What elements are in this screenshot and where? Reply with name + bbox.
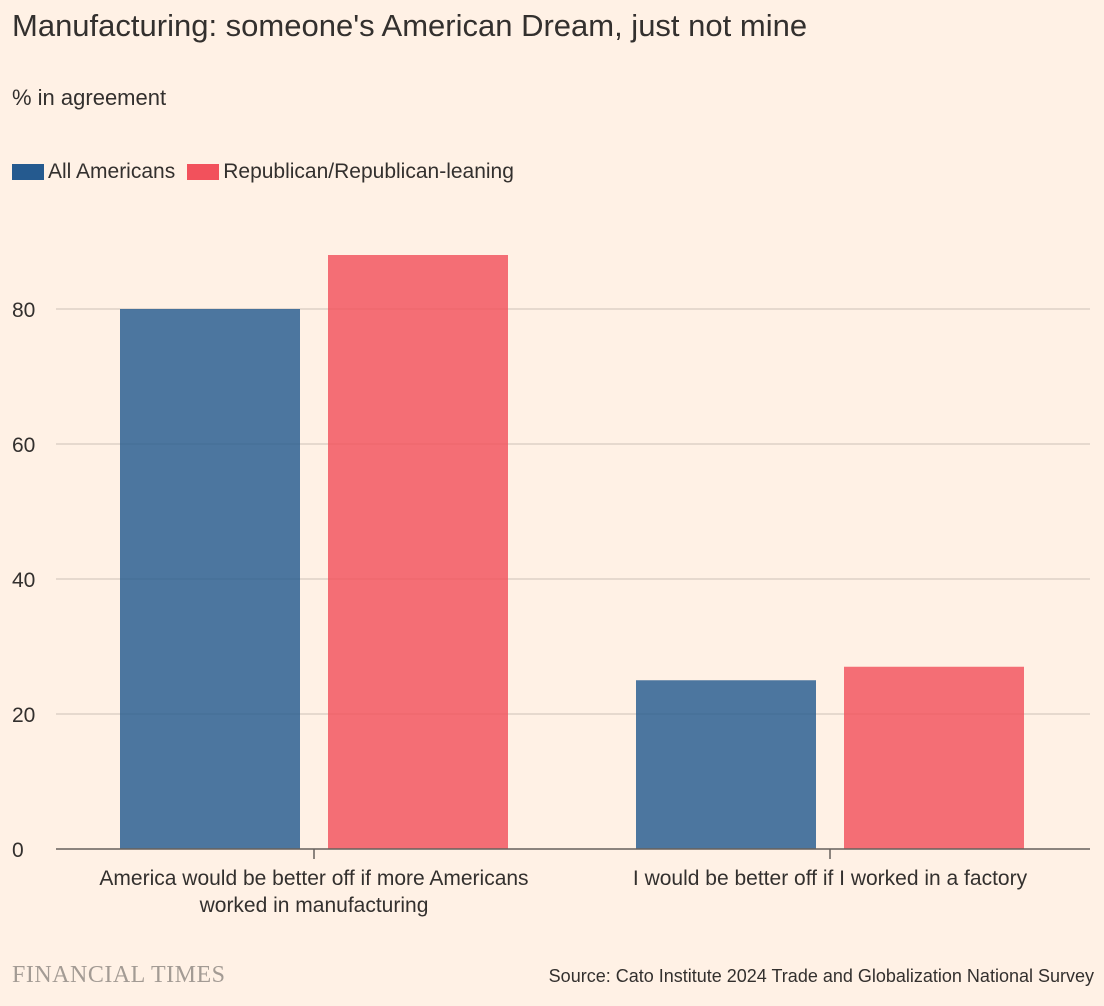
x-tick-label-0-line-1: worked in manufacturing [199,894,429,917]
y-tick-label-0: 0 [12,839,24,862]
legend-item-all-americans: All Americans [12,158,175,186]
legend-label-all-americans: All Americans [48,160,176,183]
legend-swatch-all-americans [12,164,44,180]
chart-title: Manufacturing: someone's American Dream,… [12,8,808,43]
legend-item-republican: Republican/Republican-leaning [187,158,514,186]
bar-republican-0 [328,255,508,849]
y-tick-label-60: 60 [12,434,35,457]
bar-all-americans-1 [636,680,816,849]
legend-swatch-republican [187,164,220,180]
bar-all-americans-0 [120,309,300,849]
legend: All Americans Republican/Republican-lean… [12,158,526,186]
financial-times-logo: FINANCIAL TIMES [12,962,226,988]
y-tick-label-40: 40 [12,569,35,592]
y-tick-label-20: 20 [12,704,35,727]
legend-label-republican: Republican/Republican-leaning [223,160,514,183]
bar-republican-1 [844,666,1024,849]
chart-subtitle: % in agreement [12,85,167,110]
y-tick-label-80: 80 [12,299,35,322]
x-tick-label-0-line-0: America would be better off if more Amer… [99,867,528,890]
x-tick-label-1-line-0: I would be better off if I worked in a f… [633,867,1028,890]
source-note: Source: Cato Institute 2024 Trade and Gl… [548,966,1094,986]
